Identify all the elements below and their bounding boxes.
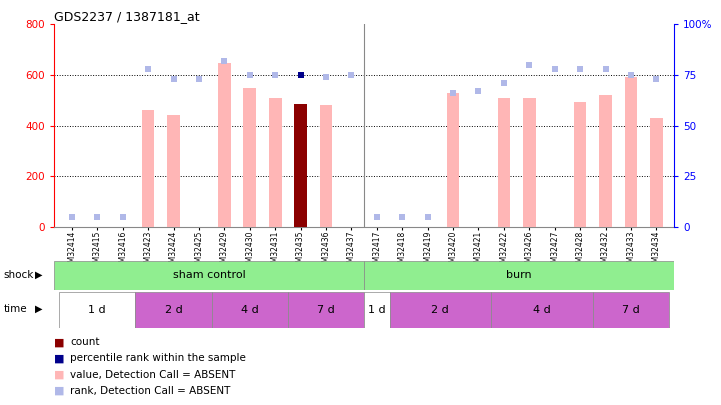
Text: ■: ■	[54, 386, 65, 396]
Text: 4 d: 4 d	[241, 305, 259, 315]
Bar	[364, 292, 389, 328]
Bar	[574, 102, 586, 227]
Text: ■: ■	[54, 354, 65, 363]
Bar	[364, 261, 674, 290]
Text: 2 d: 2 d	[164, 305, 182, 315]
Text: 1 d: 1 d	[368, 305, 386, 315]
Bar	[491, 292, 593, 328]
Bar	[319, 104, 332, 227]
Bar	[142, 110, 154, 227]
Bar	[294, 104, 307, 227]
Text: rank, Detection Call = ABSENT: rank, Detection Call = ABSENT	[70, 386, 230, 396]
Bar	[136, 292, 212, 328]
Text: 2 d: 2 d	[431, 305, 449, 315]
Text: 4 d: 4 d	[533, 305, 551, 315]
Text: 7 d: 7 d	[317, 305, 335, 315]
Bar	[269, 98, 281, 227]
Text: shock: shock	[4, 270, 34, 279]
Bar	[599, 96, 612, 227]
Text: ▶: ▶	[35, 270, 42, 279]
Text: count: count	[70, 337, 99, 347]
Bar	[447, 93, 459, 227]
Bar	[212, 292, 288, 328]
Bar	[54, 261, 364, 290]
Bar	[244, 87, 256, 227]
Bar	[288, 292, 364, 328]
Bar	[523, 98, 536, 227]
Text: percentile rank within the sample: percentile rank within the sample	[70, 354, 246, 363]
Bar	[167, 115, 180, 227]
Bar	[389, 292, 491, 328]
Bar	[497, 98, 510, 227]
Bar	[59, 292, 136, 328]
Text: 7 d: 7 d	[622, 305, 640, 315]
Text: GDS2237 / 1387181_at: GDS2237 / 1387181_at	[54, 10, 200, 23]
Text: value, Detection Call = ABSENT: value, Detection Call = ABSENT	[70, 370, 235, 379]
Text: time: time	[4, 304, 27, 314]
Bar	[218, 63, 231, 227]
Text: 1 d: 1 d	[89, 305, 106, 315]
Text: sham control: sham control	[173, 271, 245, 280]
Text: ■: ■	[54, 337, 65, 347]
Text: ▶: ▶	[35, 304, 42, 314]
Bar	[624, 77, 637, 227]
Text: ■: ■	[54, 370, 65, 379]
Bar	[593, 292, 669, 328]
Bar	[650, 118, 663, 227]
Text: burn: burn	[506, 271, 532, 280]
